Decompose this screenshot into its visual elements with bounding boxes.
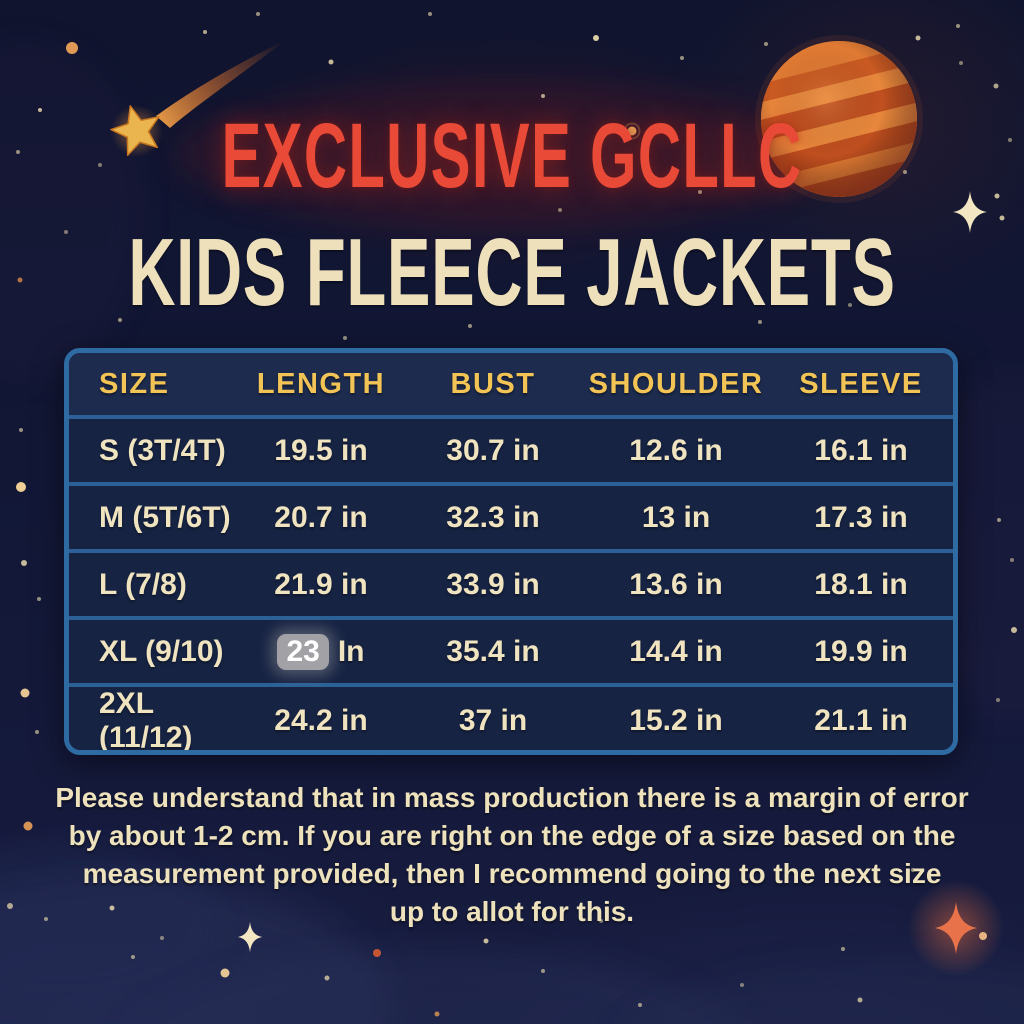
disclaimer-line: by about 1-2 cm. If you are right on the… [68,820,956,851]
cell-sleeve: 18.1 in [814,567,908,601]
cell-shoulder: 15.2 in [629,704,723,737]
table-header-row: SIZE LENGTH BUST SHOULDER SLEEVE [69,353,953,415]
disclaimer-line: measurement provided, then I recommend g… [82,858,942,889]
cell-size: 2XL (11/12) [99,687,193,754]
cell-bust: 35.4 in [446,634,540,668]
cell-sleeve: 21.1 in [814,704,908,737]
cell-shoulder: 13.6 in [629,567,723,601]
sparkle-star-icon [934,901,978,955]
disclaimer-line: up to allot for this. [389,896,635,927]
cell-sleeve: 17.3 in [814,500,908,534]
col-header-size: SIZE [99,367,170,400]
cell-length: 21.9 in [274,567,368,601]
sparkle-star-icons [237,191,1004,976]
cell-length: 19.5 in [274,433,368,467]
table-row: L (7/8) 21.9 in 33.9 in 13.6 in 18.1 in [69,549,953,616]
cell-bust: 33.9 in [446,567,540,601]
cell-size: L (7/8) [99,567,187,601]
cell-bust: 32.3 in [446,500,540,534]
cell-bust: 30.7 in [446,433,540,467]
table-row: 2XL (11/12) 24.2 in 37 in 15.2 in 21.1 i… [69,683,953,750]
cell-shoulder: 12.6 in [629,433,723,467]
col-header-sleeve: SLEEVE [799,367,923,400]
cell-shoulder: 13 in [641,500,711,534]
shooting-star-icon [110,40,286,157]
cell-length: 24.2 in [274,704,368,737]
col-header-shoulder: SHOULDER [588,367,764,400]
cell-shoulder: 14.4 in [629,634,723,668]
table-row: XL (9/10) 23 In 35.4 in 14.4 in 19.9 in [69,616,953,683]
disclaimer-line: Please understand that in mass productio… [55,782,969,813]
sparkle-star-icon [237,921,263,953]
table-row: M (5T/6T) 20.7 in 32.3 in 13 in 17.3 in [69,482,953,549]
cell-length-highlighted: 23 In [239,633,403,670]
disclaimer-note: Please understand that in mass productio… [0,779,1024,931]
product-title: KIDS FLEECE JACKETS [128,219,896,326]
col-header-length: LENGTH [256,367,386,400]
brand-title: EXCLUSIVE GCLLC [221,105,803,207]
length-unit: In [337,634,365,668]
cell-size: S (3T/4T) [99,433,226,467]
col-header-bust: BUST [450,367,536,400]
size-chart-table: SIZE LENGTH BUST SHOULDER SLEEVE S (3T/4… [64,348,958,755]
cell-sleeve: 16.1 in [814,433,908,467]
table-row: S (3T/4T) 19.5 in 30.7 in 12.6 in 16.1 i… [69,415,953,482]
cell-bust: 37 in [458,704,528,737]
cell-size: XL (9/10) [99,634,224,668]
highlight-box: 23 [277,633,329,670]
cell-length: 20.7 in [274,500,368,534]
sparkle-star-icon [953,191,987,233]
planet-icon [755,35,923,203]
cell-sleeve: 19.9 in [814,634,908,668]
cell-size: M (5T/6T) [99,500,231,534]
